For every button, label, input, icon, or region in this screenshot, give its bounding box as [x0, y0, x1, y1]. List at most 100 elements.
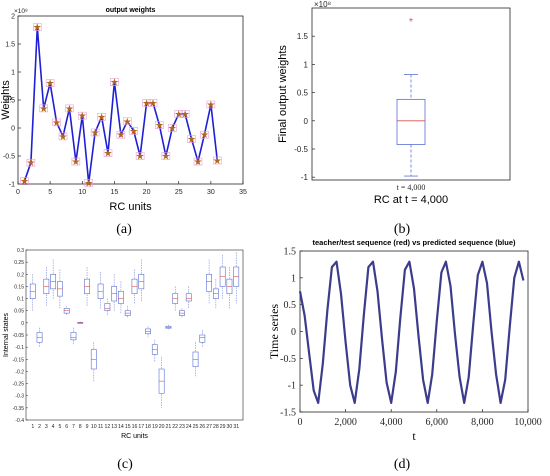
weight-point-star: ★ [187, 135, 196, 146]
x-tick-label: 8 [79, 424, 82, 430]
y-tick-label: 0 [304, 117, 309, 126]
weight-point-star: ★ [71, 157, 80, 168]
plot-frame [299, 250, 529, 413]
weight-point-star: ★ [59, 132, 68, 143]
y-tick-label: 1.5 [284, 247, 297, 258]
weight-marker-box [45, 79, 55, 87]
weight-point-star: ★ [142, 98, 151, 109]
y-tick-label: 0 [21, 321, 24, 327]
caption-c: (c) [117, 457, 133, 472]
weight-point-star: ★ [213, 156, 222, 167]
weight-marker-box [32, 23, 42, 32]
y-tick-label: 0.5 [297, 89, 309, 98]
iqr-box [118, 290, 124, 304]
caption-a: (a) [116, 222, 132, 237]
weight-marker-box [161, 152, 171, 160]
x-tick-label: 4 [52, 424, 55, 430]
weight-point-star: ★ [200, 130, 209, 141]
weight-point-star: ★ [46, 79, 55, 90]
weight-point-star: ★ [104, 149, 113, 160]
weight-point-star: ★ [149, 98, 158, 109]
weight-point-star: ★ [78, 111, 87, 122]
x-tick-label: 18 [145, 424, 151, 430]
x-tick-label: 5 [48, 189, 52, 196]
weight-marker-box [200, 130, 209, 139]
weight-point-star: ★ [168, 124, 177, 135]
weight-point-star: ★ [39, 104, 48, 115]
x-tick-label: 31 [233, 424, 239, 430]
x-category-label: t = 4,000 [397, 183, 426, 192]
y-tick-label: -0.5 [294, 145, 308, 154]
y-axis-label: Time series [267, 304, 281, 360]
y-axis-label: Weights [0, 80, 12, 120]
plot-frame [17, 15, 244, 185]
y-tick-label: 0.25 [14, 260, 24, 266]
weight-marker-box [193, 157, 203, 166]
x-tick-label: 35 [239, 189, 247, 196]
weight-marker-box [167, 124, 177, 132]
panel-b-final-output-weights-boxplot: -1 -0.5 0 0.5 1 1.5 ×10⁸ + t = 4,000 RC at t = 4,… [277, 0, 511, 206]
weight-marker-box [174, 110, 184, 118]
iqr-box [206, 273, 212, 292]
x-tick-label: 20 [159, 424, 165, 430]
y-tick-label: 0.15 [14, 284, 24, 290]
y-tick-label: 1 [304, 60, 309, 69]
weight-point-star: ★ [155, 121, 164, 132]
weight-marker-box [110, 78, 119, 86]
weight-point-star: ★ [161, 152, 170, 163]
y-tick-label: -1 [301, 173, 309, 182]
weight-point-star: ★ [181, 110, 190, 121]
weight-marker-box [84, 179, 94, 187]
y-tick-label: 0 [291, 327, 296, 338]
weight-point-star: ★ [91, 128, 100, 139]
y-tick-label: 0.5 [284, 300, 297, 311]
y-tick-label: -1 [288, 381, 296, 392]
x-tick-label: 30 [207, 189, 215, 196]
y-tick-label: -0.25 [13, 382, 25, 388]
y-tick-label: 2 [11, 14, 15, 21]
y-tick-label: -0.4 [15, 418, 24, 424]
y-tick-label: -1.5 [280, 408, 296, 419]
x-tick-label: 2 [38, 424, 41, 430]
x-tick-label: 26 [199, 424, 205, 430]
weight-marker-box [135, 152, 145, 160]
weight-marker-box [212, 156, 222, 165]
weight-point-star: ★ [110, 78, 119, 89]
caption-d: (d) [394, 457, 411, 472]
weight-marker-box [155, 121, 164, 129]
chart-title: teacher/test sequence (red) vs predicted… [313, 238, 516, 247]
x-tick-label: 17 [138, 424, 144, 430]
y-tick-label: 1.5 [5, 42, 15, 49]
x-tick-label: 13 [111, 424, 117, 430]
x-tick-label: 4,000 [380, 417, 403, 428]
x-tick-label: 22 [172, 424, 178, 430]
x-tick-label: 19 [152, 424, 158, 430]
x-tick-label: 25 [193, 424, 199, 430]
weight-marker-box [180, 110, 190, 118]
weight-point-star: ★ [52, 118, 61, 129]
x-tick-label: 23 [179, 424, 185, 430]
x-tick-label: 28 [213, 424, 219, 430]
x-tick-label: 7 [72, 424, 75, 430]
y-axis-label: Internal states [3, 313, 10, 357]
weight-marker-box [103, 149, 113, 157]
x-tick-label: 24 [186, 424, 192, 430]
weight-marker-box [148, 99, 158, 107]
panel-a-output-weights-chart: 0 5 10 15 20 25 30 35 -1 -0.5 0 0.5 1 1.5 2×10⁸ output … [0, 7, 247, 213]
x-tick-label: 29 [220, 424, 226, 430]
weight-marker-box [71, 157, 81, 166]
x-tick-label: 15 [125, 424, 131, 430]
x-tick-label: 11 [98, 424, 103, 430]
weight-marker-box [122, 117, 132, 126]
x-tick-label: 10 [91, 424, 97, 430]
x-tick-label: 16 [132, 424, 138, 430]
iqr-box [185, 293, 192, 302]
panel-d-time-series-chart: 0 2,000 4,000 6,000 8,000 10,000 -1.5 -1 -0.5 0 0.… [267, 238, 542, 443]
y-tick-label: 0.2 [17, 272, 24, 278]
x-tick-label: 10,000 [514, 417, 542, 428]
x-tick-label: 20 [143, 189, 151, 196]
x-tick-label: 10 [78, 189, 86, 196]
iqr-box [104, 303, 111, 312]
weight-marker-box [187, 135, 196, 143]
chart-title: output weights [106, 7, 156, 14]
